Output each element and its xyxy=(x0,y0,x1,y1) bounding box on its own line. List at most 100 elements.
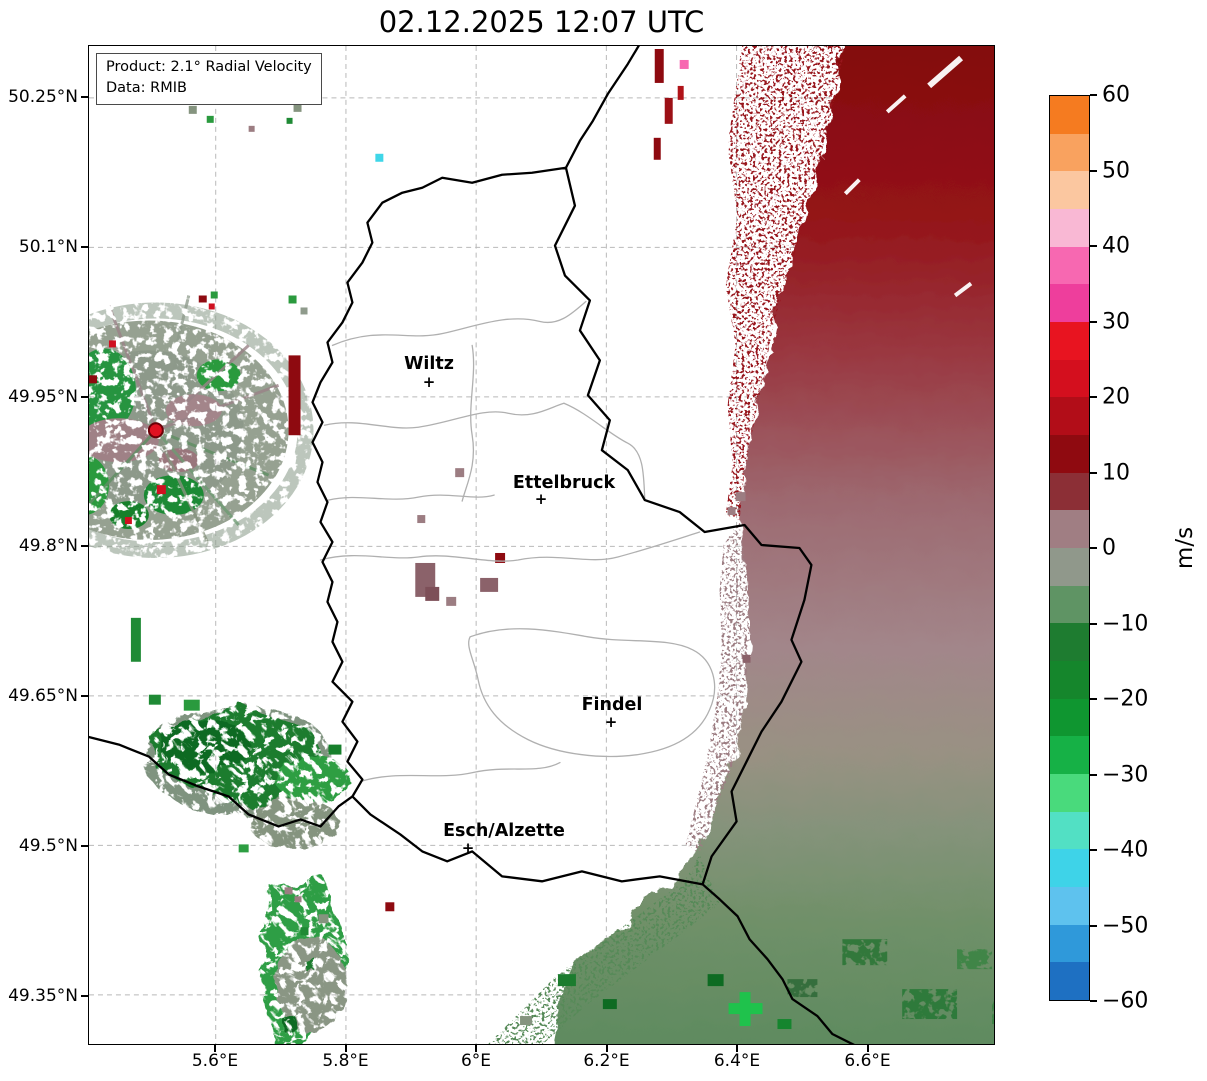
y-tick-label: 49.65°N xyxy=(8,686,78,707)
x-tick-mark xyxy=(736,1045,738,1052)
country-borders xyxy=(89,46,855,1044)
colorbar-tick-mark xyxy=(1090,547,1097,549)
x-tick-mark xyxy=(344,1045,347,1052)
colorbar-cell xyxy=(1050,623,1089,662)
city-label: Wiltz xyxy=(404,354,454,374)
colorbar-cell xyxy=(1050,849,1089,888)
edge-speckle-green xyxy=(488,854,720,1044)
colorbar-tick-mark xyxy=(1090,924,1097,927)
x-tick-label: 6°E xyxy=(460,1051,492,1071)
y-tick-mark xyxy=(81,845,88,847)
colorbar-tick-mark xyxy=(1090,169,1097,172)
green-echo-southwest-specks xyxy=(130,617,342,853)
colorbar xyxy=(1049,95,1090,1001)
colorbar-cell xyxy=(1050,322,1089,360)
colorbar-cell xyxy=(1050,736,1089,775)
colorbar-tick-label: 30 xyxy=(1102,309,1130,334)
city-label: Findel xyxy=(581,695,643,715)
colorbar-unit-label: m/s xyxy=(1172,526,1198,570)
colorbar-tick-mark xyxy=(1090,1000,1097,1002)
colorbar-cell xyxy=(1050,661,1089,699)
colorbar-tick-mark xyxy=(1090,773,1097,776)
luxembourg-outline xyxy=(311,166,813,886)
x-tick-mark xyxy=(214,1045,216,1052)
colorbar-tick-mark xyxy=(1090,396,1097,398)
city-marker: + xyxy=(461,839,475,857)
colorbar-tick-label: 20 xyxy=(1102,384,1130,410)
city-label: Esch/Alzette xyxy=(443,821,565,841)
colorbar-cell xyxy=(1050,246,1089,285)
colorbar-tick-label: −20 xyxy=(1102,686,1149,712)
colorbar-cell xyxy=(1050,585,1089,624)
colorbar-cell xyxy=(1050,96,1089,134)
border-southwest xyxy=(89,735,354,828)
green-echo-southeast-patches xyxy=(787,939,994,1025)
y-tick-mark xyxy=(81,545,88,548)
y-tick-mark xyxy=(81,695,88,698)
colorbar-cell xyxy=(1050,962,1089,1001)
x-tick-mark xyxy=(866,1045,869,1052)
colorbar-tick-mark xyxy=(1090,471,1097,474)
canton-borders xyxy=(319,300,716,783)
colorbar-tick-mark xyxy=(1090,320,1097,323)
clutter-specks xyxy=(89,291,308,525)
x-tick-label: 6.6°E xyxy=(844,1051,891,1071)
data-source-line: Data: RMIB xyxy=(106,80,187,97)
map-plot-area: Product: 2.1° Radial Velocity Data: RMIB… xyxy=(88,45,995,1045)
border-southeast xyxy=(701,883,855,1044)
y-tick-mark xyxy=(81,994,88,997)
y-tick-label: 49.95°N xyxy=(8,386,78,407)
colorbar-cell xyxy=(1050,698,1089,737)
x-tick-mark xyxy=(475,1045,477,1052)
y-tick-label: 49.35°N xyxy=(8,985,78,1006)
colorbar-tick-label: 40 xyxy=(1102,233,1130,259)
colorbar-tick-label: 60 xyxy=(1102,82,1130,108)
colorbar-cells xyxy=(1050,96,1089,1001)
y-tick-mark xyxy=(81,96,88,98)
colorbar-tick-mark xyxy=(1090,622,1097,625)
border-north xyxy=(564,46,640,169)
colorbar-cell xyxy=(1050,924,1089,963)
product-line: Product: 2.1° Radial Velocity xyxy=(106,59,312,75)
colorbar-tick-mark xyxy=(1090,245,1097,247)
edge-speckle-mauve xyxy=(685,520,750,855)
colorbar-cell xyxy=(1050,359,1089,398)
chart-title: 02.12.2025 12:07 UTC xyxy=(378,5,705,39)
edge-speckle-red xyxy=(725,46,846,521)
colorbar-cell xyxy=(1050,472,1089,511)
y-tick-mark xyxy=(81,395,88,398)
y-tick-label: 50.25°N xyxy=(8,87,78,107)
green-echo-southwest xyxy=(143,702,352,849)
colorbar-tick-label: −30 xyxy=(1102,762,1149,787)
radar-map-canvas xyxy=(89,46,994,1044)
colorbar-tick-mark xyxy=(1090,94,1097,96)
scattered-echo-specks xyxy=(188,48,792,1030)
y-tick-label: 49.8°N xyxy=(18,536,78,557)
colorbar-tick-label: 10 xyxy=(1102,460,1130,485)
colorbar-cell xyxy=(1050,510,1089,549)
x-tick-mark xyxy=(605,1045,608,1052)
colorbar-cell xyxy=(1050,774,1089,812)
colorbar-cell xyxy=(1050,887,1089,925)
city-marker: + xyxy=(422,373,436,391)
colorbar-cell xyxy=(1050,171,1089,210)
colorbar-cell xyxy=(1050,435,1089,473)
colorbar-cell xyxy=(1050,284,1089,323)
colorbar-cell xyxy=(1050,548,1089,586)
x-tick-label: 5.8°E xyxy=(322,1051,369,1071)
colorbar-tick-label: −60 xyxy=(1102,988,1149,1014)
y-tick-label: 50.1°N xyxy=(18,236,78,257)
radar-site-dot xyxy=(147,422,164,439)
city-label: Ettelbruck xyxy=(512,473,616,493)
colorbar-tick-label: −40 xyxy=(1102,837,1149,863)
colorbar-tick-label: 0 xyxy=(1102,535,1116,561)
product-info-box: Product: 2.1° Radial Velocity Data: RMIB xyxy=(96,53,322,106)
y-tick-mark xyxy=(81,245,88,248)
colorbar-cell xyxy=(1050,209,1089,247)
x-tick-label: 5.6°E xyxy=(191,1051,239,1071)
colorbar-tick-label: −10 xyxy=(1102,611,1149,636)
y-tick-label: 49.5°N xyxy=(18,836,78,856)
city-marker: + xyxy=(604,713,618,731)
colorbar-tick-label: 50 xyxy=(1102,158,1130,183)
